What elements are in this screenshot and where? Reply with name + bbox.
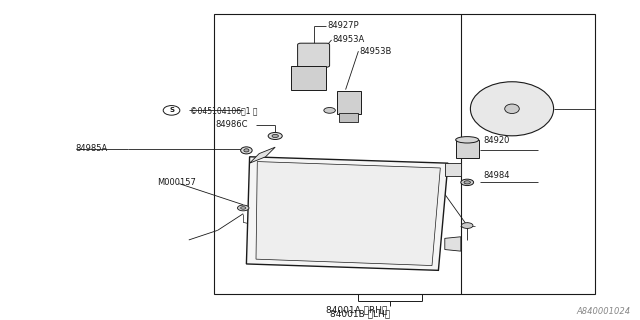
Ellipse shape [244,149,249,152]
Ellipse shape [241,147,252,154]
Ellipse shape [241,207,246,209]
Polygon shape [246,157,448,270]
Ellipse shape [461,223,473,228]
Text: M000157: M000157 [157,178,196,187]
Ellipse shape [237,205,249,211]
Text: 84953B: 84953B [360,47,392,56]
Bar [456,140,479,158]
Text: 84927P: 84927P [328,21,359,30]
Ellipse shape [464,181,470,184]
Ellipse shape [268,132,282,140]
Ellipse shape [505,104,519,114]
Polygon shape [256,162,440,266]
Ellipse shape [324,108,335,113]
Text: 84985A: 84985A [76,144,108,153]
Text: M120069: M120069 [397,191,436,200]
Text: 84984: 84984 [483,172,509,180]
Ellipse shape [456,137,479,143]
Bar [214,14,595,294]
Bar [337,91,361,114]
Polygon shape [445,237,461,251]
Text: 84953A: 84953A [333,36,365,44]
Text: S: S [169,108,174,113]
Bar [339,113,358,122]
Bar [291,66,326,90]
Text: 84001A 〈RH〉: 84001A 〈RH〉 [326,305,388,314]
Text: ©045104106と1 〉: ©045104106と1 〉 [190,106,257,115]
FancyBboxPatch shape [298,43,330,67]
Text: 84001B 〈LH〉: 84001B 〈LH〉 [330,310,390,319]
Text: 84962: 84962 [496,87,522,96]
Polygon shape [250,147,275,163]
Polygon shape [445,163,461,176]
Text: 84986C: 84986C [216,120,248,129]
Text: 84920: 84920 [483,136,509,145]
Ellipse shape [272,134,278,138]
Ellipse shape [470,82,554,136]
Ellipse shape [461,179,474,186]
Text: A840001024: A840001024 [576,307,630,316]
